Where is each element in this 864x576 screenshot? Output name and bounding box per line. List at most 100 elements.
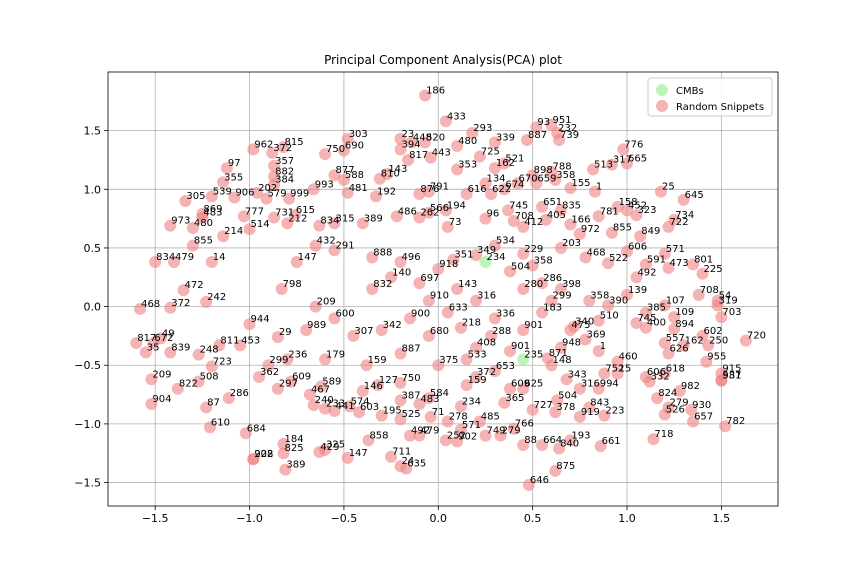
snippet-point <box>228 191 241 204</box>
snippet-point <box>371 379 384 392</box>
point-label: 433 <box>447 111 466 122</box>
point-label: 369 <box>586 329 605 340</box>
snippet-point <box>526 403 539 416</box>
point-label: 919 <box>581 407 600 418</box>
point-label: 610 <box>211 417 230 428</box>
point-label: 349 <box>477 245 496 256</box>
snippet-point <box>262 359 275 372</box>
point-label: 858 <box>369 430 388 441</box>
snippet-point <box>460 187 473 200</box>
snippet-point <box>658 247 671 260</box>
snippet-point <box>504 382 516 395</box>
snippet-point <box>234 339 247 352</box>
snippet-point <box>621 204 634 217</box>
snippet-point <box>602 299 615 312</box>
point-label: 825 <box>285 443 304 454</box>
snippet-point <box>517 439 530 452</box>
x-tick-label: 0.5 <box>524 512 542 525</box>
point-label: 240 <box>315 395 334 406</box>
snippet-point <box>422 392 435 405</box>
snippet-point <box>168 256 181 269</box>
snippet-point <box>130 336 143 349</box>
point-label: 508 <box>200 372 219 383</box>
snippet-point <box>564 182 577 195</box>
point-label: 777 <box>245 206 264 217</box>
snippet-point <box>498 157 511 170</box>
point-label: 944 <box>251 314 270 325</box>
point-label: 955 <box>707 352 726 363</box>
point-label: 824 <box>658 388 677 399</box>
point-label: 452 <box>628 200 647 211</box>
point-label: 209 <box>317 297 336 308</box>
snippet-point <box>337 144 350 157</box>
snippet-point <box>507 422 520 435</box>
snippet-point <box>319 402 332 415</box>
snippet-point <box>300 324 313 337</box>
snippet-point <box>587 163 600 176</box>
point-label: 279 <box>670 397 689 408</box>
snippet-point <box>251 186 264 199</box>
point-label: 362 <box>260 367 279 378</box>
snippet-point <box>385 450 398 463</box>
point-label: 408 <box>477 338 496 349</box>
point-label: 448 <box>413 132 432 143</box>
y-tick-label: −0.5 <box>74 359 101 372</box>
snippet-point <box>164 219 177 232</box>
point-label: 723 <box>213 356 232 367</box>
snippet-point <box>639 321 652 334</box>
snippet-point <box>454 321 467 334</box>
point-label: 375 <box>439 355 458 366</box>
point-label: 212 <box>288 213 307 224</box>
point-label: 432 <box>317 236 336 247</box>
snippet-point <box>511 177 524 190</box>
cmb-point <box>479 256 492 269</box>
point-label: 147 <box>298 252 317 263</box>
snippet-point <box>479 429 492 442</box>
point-label: 297 <box>279 379 298 390</box>
point-label: 358 <box>556 170 575 181</box>
point-label: 15 <box>619 363 632 374</box>
snippet-point <box>579 333 592 346</box>
point-label: 504 <box>558 390 577 401</box>
snippet-point <box>573 410 586 423</box>
point-label: 918 <box>439 259 458 270</box>
point-label: 468 <box>141 299 160 310</box>
point-label: 468 <box>586 247 605 258</box>
snippet-point <box>252 370 265 383</box>
snippet-point <box>545 294 558 307</box>
snippet-point <box>470 248 483 261</box>
point-label: 734 <box>675 210 694 221</box>
point-label: 635 <box>407 458 426 469</box>
snippet-point <box>422 329 435 342</box>
snippet-point <box>275 283 288 295</box>
snippet-point <box>673 385 686 398</box>
snippet-point <box>536 439 549 452</box>
point-label: 948 <box>562 338 581 349</box>
point-label: 513 <box>594 159 613 170</box>
snippet-point <box>237 210 250 223</box>
snippet-point <box>654 185 667 198</box>
point-label: 571 <box>666 244 685 255</box>
snippet-point <box>319 443 332 456</box>
point-label: 71 <box>432 407 445 418</box>
snippet-point <box>260 192 273 205</box>
point-label: 54 <box>719 291 732 302</box>
x-tick-label: 1.5 <box>713 512 731 525</box>
point-label: 372 <box>477 367 496 378</box>
snippet-point <box>715 374 728 387</box>
point-label: 412 <box>524 217 543 228</box>
point-label: 539 <box>213 186 232 197</box>
snippet-point <box>605 158 618 171</box>
snippet-point <box>205 190 218 203</box>
point-label: 96 <box>486 209 499 220</box>
snippet-point <box>441 306 454 319</box>
point-label: 801 <box>694 254 713 265</box>
snippet-point <box>281 353 294 366</box>
snippet-point <box>394 376 407 389</box>
point-label: 195 <box>383 406 402 417</box>
point-label: 323 <box>637 205 656 216</box>
point-label: 664 <box>543 435 562 446</box>
snippet-point <box>488 239 501 252</box>
snippet-point <box>592 314 605 327</box>
point-label: 869 <box>203 204 222 215</box>
